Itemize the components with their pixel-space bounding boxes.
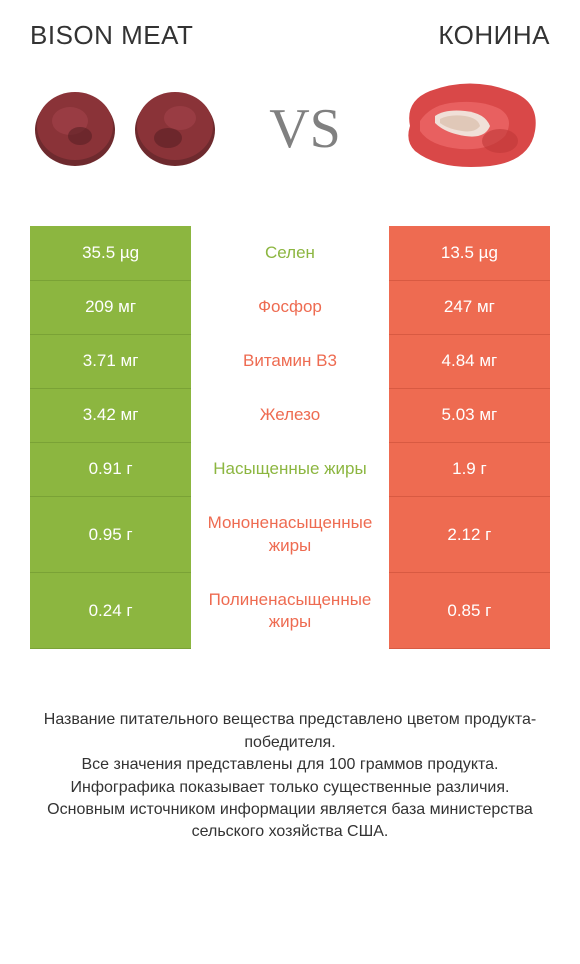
left-value-cell: 209 мг — [30, 280, 191, 334]
footer-line-1: Название питательного вещества представл… — [40, 709, 540, 754]
right-value-cell: 13.5 µg — [389, 226, 550, 280]
table-row: 0.95 гМононенасыщенные жиры2.12 г — [30, 496, 550, 572]
nutrient-label-cell: Витамин B3 — [191, 334, 389, 388]
left-product-title: BISON MEAT — [30, 20, 193, 51]
vs-badge: VS — [269, 97, 341, 161]
table-row: 3.71 мгВитамин B34.84 мг — [30, 334, 550, 388]
footer-line-4: Основным источником информации является … — [40, 799, 540, 844]
right-value-cell: 4.84 мг — [389, 334, 550, 388]
comparison-tbody: 35.5 µgСелен13.5 µg209 мгФосфор247 мг3.7… — [30, 226, 550, 649]
table-row: 0.91 гНасыщенные жиры1.9 г — [30, 442, 550, 496]
horse-meat-icon — [390, 71, 550, 181]
images-row: VS — [30, 71, 550, 186]
right-product-image — [390, 71, 550, 186]
left-value-cell: 35.5 µg — [30, 226, 191, 280]
right-value-cell: 2.12 г — [389, 496, 550, 572]
left-value-cell: 3.71 мг — [30, 334, 191, 388]
table-row: 35.5 µgСелен13.5 µg — [30, 226, 550, 280]
left-value-cell: 3.42 мг — [30, 388, 191, 442]
footer-line-3: Инфографика показывает только существенн… — [40, 777, 540, 799]
nutrient-label-cell: Полиненасыщенные жиры — [191, 573, 389, 649]
footer-line-2: Все значения представлены для 100 граммо… — [40, 754, 540, 776]
table-row: 0.24 гПолиненасыщенные жиры0.85 г — [30, 573, 550, 649]
footer-text: Название питательного вещества представл… — [30, 709, 550, 843]
table-row: 3.42 мгЖелезо5.03 мг — [30, 388, 550, 442]
nutrient-label-cell: Селен — [191, 226, 389, 280]
left-value-cell: 0.95 г — [30, 496, 191, 572]
right-value-cell: 247 мг — [389, 280, 550, 334]
bison-meat-icon — [130, 86, 220, 171]
left-value-cell: 0.91 г — [30, 442, 191, 496]
comparison-table: 35.5 µgСелен13.5 µg209 мгФосфор247 мг3.7… — [30, 226, 550, 649]
left-value-cell: 0.24 г — [30, 573, 191, 649]
right-value-cell: 1.9 г — [389, 442, 550, 496]
left-product-image — [30, 86, 220, 171]
nutrient-label-cell: Железо — [191, 388, 389, 442]
bison-meat-icon — [30, 86, 120, 171]
header: BISON MEAT КОНИНА — [30, 20, 550, 51]
right-product-title: КОНИНА — [438, 20, 550, 51]
nutrient-label-cell: Фосфор — [191, 280, 389, 334]
table-row: 209 мгФосфор247 мг — [30, 280, 550, 334]
right-value-cell: 5.03 мг — [389, 388, 550, 442]
nutrient-label-cell: Мононенасыщенные жиры — [191, 496, 389, 572]
nutrient-label-cell: Насыщенные жиры — [191, 442, 389, 496]
right-value-cell: 0.85 г — [389, 573, 550, 649]
